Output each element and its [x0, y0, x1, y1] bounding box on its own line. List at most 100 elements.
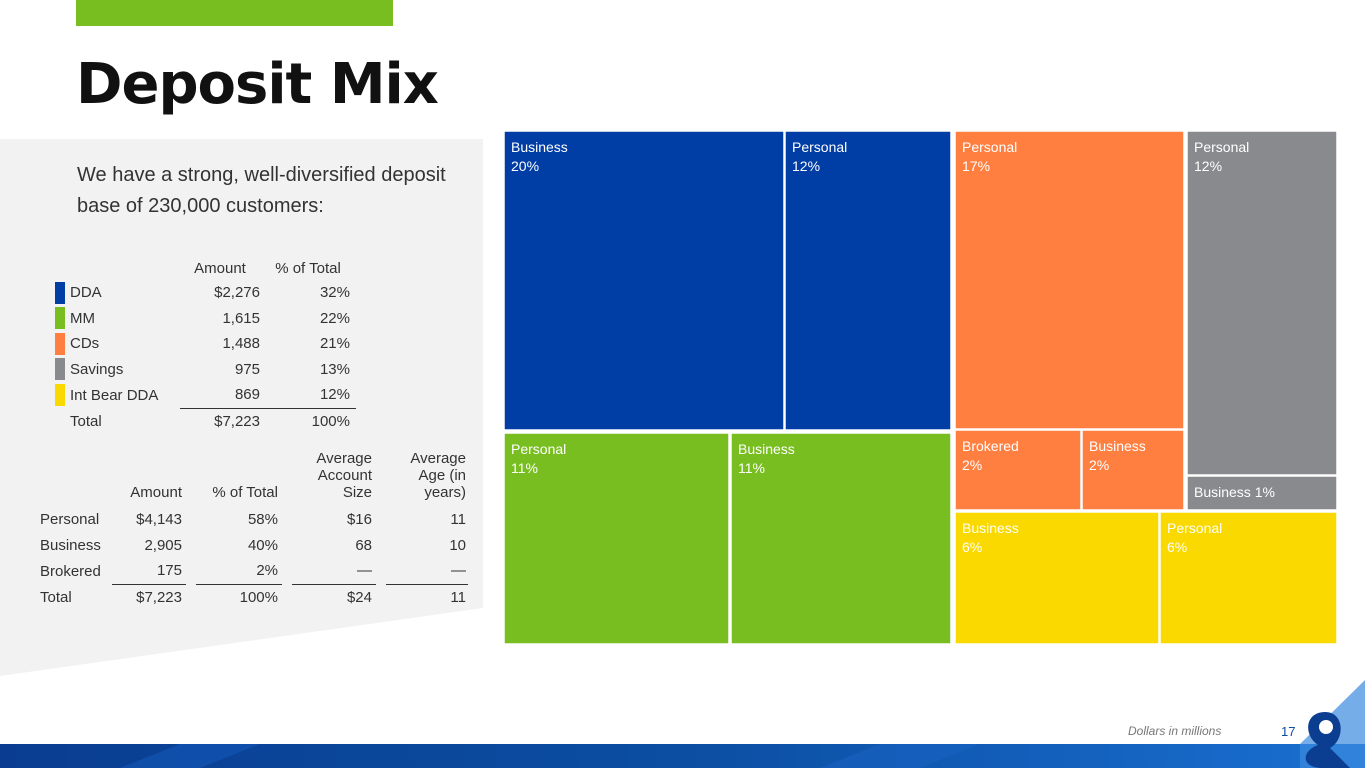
segment-label: Brokered	[40, 562, 101, 580]
treemap-cell-dda-personal	[784, 130, 952, 431]
page-title: Deposit Mix	[76, 52, 439, 117]
product-amount: 1,615	[222, 309, 260, 327]
segment-amount: $4,143	[136, 511, 182, 529]
product-total-label: Total	[70, 412, 102, 430]
treemap-cell-cds-personal	[954, 130, 1185, 430]
product-header-pct: % of Total	[275, 259, 341, 277]
product-label: Savings	[70, 360, 124, 378]
treemap-cell-value: 6%	[1167, 539, 1187, 555]
segment-table-header: Amount % of Total Average Account Size A…	[40, 450, 468, 507]
legend-swatch	[55, 307, 65, 330]
segment-avg-age: 11	[386, 583, 468, 610]
product-pct: 12%	[319, 386, 350, 404]
segment-amount: 175	[156, 562, 182, 580]
treemap-cell-label: Personal	[511, 441, 566, 457]
treemap-cell-label: Business	[511, 139, 568, 155]
segment-avg-age: —	[451, 562, 466, 580]
treemap-cell-value: 2%	[962, 457, 982, 473]
product-row: Savings 975 13%	[55, 357, 356, 383]
segment-label: Total	[40, 588, 72, 606]
segment-header-amount: Amount	[130, 484, 182, 501]
treemap-cell-mm-business	[730, 432, 952, 645]
ampersand-logo-icon	[1305, 712, 1350, 768]
product-row: CDs 1,488 21%	[55, 331, 356, 357]
product-total-pct: 100%	[266, 407, 356, 434]
treemap-cell-label: Personal	[1194, 139, 1249, 155]
segment-header-avg-age: Average Age (in years)	[410, 450, 466, 501]
treemap-cell-dda-business	[503, 130, 785, 431]
page-number: 17	[1281, 724, 1296, 739]
product-amount: 1,488	[222, 335, 260, 353]
treemap-cell-value: 12%	[1194, 158, 1222, 174]
treemap-cell-value: 20%	[511, 158, 539, 174]
treemap-cell-label: Business	[738, 441, 795, 457]
footnote: Dollars in millions	[1128, 724, 1222, 738]
product-label: MM	[70, 309, 95, 327]
product-amount: $2,276	[214, 284, 260, 302]
segment-label: Business	[40, 536, 101, 554]
treemap-cell-label: Personal	[962, 139, 1017, 155]
treemap-cell-value: 17%	[962, 158, 990, 174]
segment-header-pct: % of Total	[212, 484, 278, 501]
treemap-cell-label: Personal	[792, 139, 847, 155]
segment-pct: 40%	[247, 536, 278, 554]
product-total-amount: $7,223	[180, 407, 266, 434]
product-row: DDA $2,276 32%	[55, 280, 356, 306]
product-pct: 22%	[319, 309, 350, 327]
intro-text: We have a strong, well-diversified depos…	[77, 164, 446, 217]
segment-table: Amount % of Total Average Account Size A…	[40, 450, 468, 610]
segment-avg-age: 10	[449, 536, 466, 554]
product-pct: 13%	[319, 360, 350, 378]
treemap-cell-value: 2%	[1089, 457, 1109, 473]
treemap-cell-int-bear-dda-personal	[1159, 511, 1338, 645]
treemap-cell-value: 11%	[511, 460, 538, 476]
product-total-row: Total $7,223 100%	[55, 407, 356, 434]
segment-avg-size: —	[357, 562, 372, 580]
product-table-header: Amount % of Total	[55, 256, 356, 280]
legend-swatch	[55, 281, 65, 304]
product-label: Int Bear DDA	[70, 386, 159, 404]
product-row: MM 1,615 22%	[55, 306, 356, 332]
treemap-cell-value: 6%	[962, 539, 982, 555]
legend-swatch	[55, 332, 65, 355]
segment-avg-size: $16	[346, 511, 372, 529]
treemap-cell-cds-brokered	[954, 429, 1082, 511]
segment-amount: 2,905	[144, 536, 182, 554]
segment-amount: $7,223	[112, 583, 186, 610]
segment-row: Business 2,905 40% 68 10	[40, 533, 468, 559]
segment-pct: 100%	[196, 583, 282, 610]
product-pct: 32%	[319, 284, 350, 302]
segment-row: Personal $4,143 58% $16 11	[40, 507, 468, 533]
segment-row: Brokered 175 2% — —	[40, 558, 468, 584]
treemap-cell-label: Personal	[1167, 520, 1222, 536]
treemap-cell-cds-business	[1081, 429, 1185, 511]
treemap-cell-value: 12%	[792, 158, 820, 174]
segment-avg-size: 68	[355, 536, 372, 554]
segment-label: Personal	[40, 511, 100, 529]
accent-bar	[76, 0, 393, 26]
treemap-cell-label: Business	[962, 520, 1019, 536]
product-pct: 21%	[319, 335, 350, 353]
segment-header-avg-size: Average Account Size	[316, 450, 372, 501]
product-amount: 869	[234, 386, 260, 404]
segment-pct: 58%	[247, 511, 278, 529]
treemap-cell-value: 11%	[738, 460, 765, 476]
product-label: DDA	[70, 284, 102, 302]
segment-pct: 2%	[256, 562, 278, 580]
segment-avg-size: $24	[292, 583, 376, 610]
treemap-cell-savings-personal	[1186, 130, 1338, 476]
product-label: CDs	[70, 335, 100, 353]
treemap-cell-label: Business 1%	[1194, 484, 1275, 500]
product-row: Int Bear DDA 869 12%	[55, 382, 356, 408]
treemap-cell-savings-business-1-	[1186, 475, 1338, 511]
treemap-cell-label: Business	[1089, 438, 1146, 454]
treemap-cell-label: Brokered	[962, 438, 1019, 454]
treemap-cell-int-bear-dda-business	[954, 511, 1160, 645]
segment-avg-age: 11	[450, 511, 466, 529]
legend-swatch	[55, 358, 65, 381]
product-mix-table: Amount % of Total DDA $2,276 32% MM 1,615 22%…	[55, 256, 356, 434]
treemap-cell-mm-personal	[503, 432, 730, 645]
legend-swatch	[55, 384, 65, 406]
